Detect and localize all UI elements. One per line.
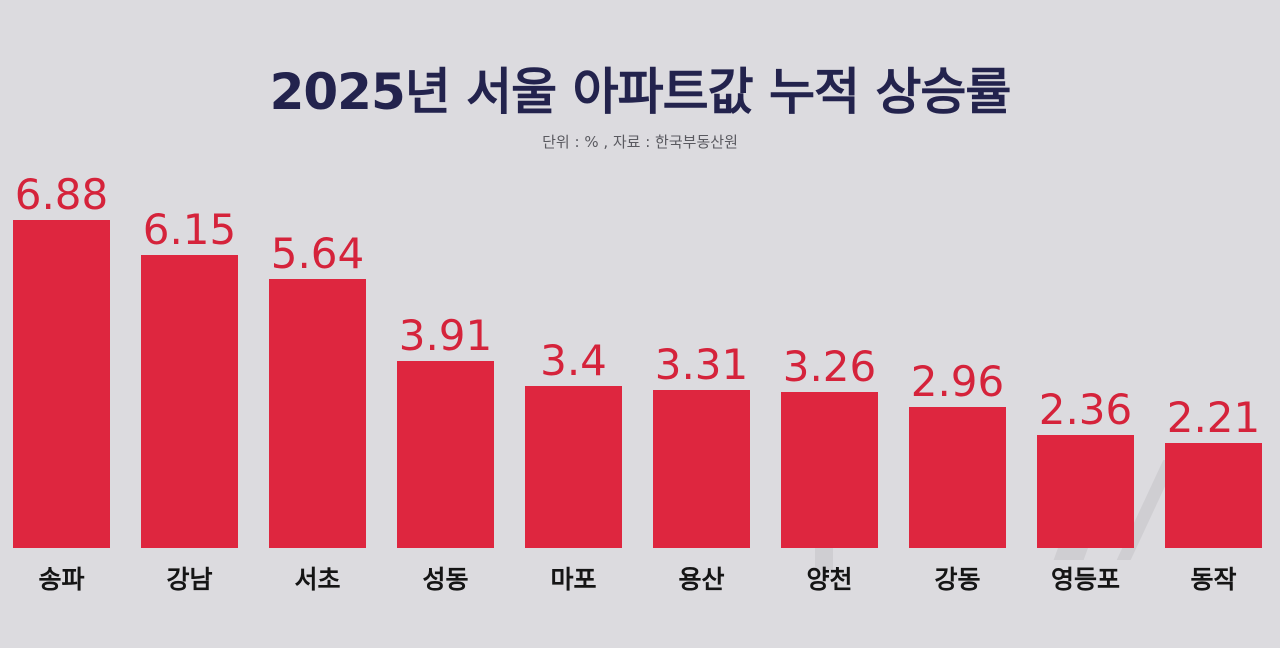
bar-value-label: 2.21: [1166, 392, 1261, 442]
bar: [1165, 442, 1262, 548]
bar-value-label: 5.64: [270, 228, 365, 278]
bar-value-label: 2.96: [910, 356, 1005, 406]
bar: [141, 254, 238, 548]
bar: [13, 219, 110, 548]
bar: [909, 406, 1006, 548]
bar-value-label: 6.88: [14, 169, 109, 219]
bar-value-label: 3.91: [398, 311, 493, 361]
bar-value-label: 3.31: [654, 340, 749, 390]
chart-subtitle: 단위 : % , 자료 : 한국부동산원: [542, 133, 738, 151]
bar: [269, 278, 366, 548]
bar: [1037, 435, 1134, 548]
category-label: 송파: [38, 565, 85, 594]
bar-value-label: 6.15: [142, 204, 237, 254]
category-label: 강동: [934, 565, 981, 594]
bar-value-label: 2.36: [1038, 385, 1133, 435]
category-label: 마포: [550, 565, 597, 594]
category-label: 용산: [678, 565, 725, 594]
category-label: 동작: [1190, 565, 1237, 594]
bar: [781, 392, 878, 548]
bar: [653, 390, 750, 548]
category-label: 서초: [294, 565, 341, 594]
chart-title: 2025년 서울 아파트값 누적 상승률: [269, 63, 1012, 121]
category-label: 영등포: [1050, 565, 1120, 594]
category-label: 양천: [806, 565, 853, 594]
category-label: 강남: [166, 565, 213, 594]
bar-value-label: 3.26: [782, 342, 877, 392]
bar: [525, 385, 622, 548]
category-label: 성동: [422, 565, 469, 594]
bar-value-label: 3.4: [540, 335, 607, 385]
bar: [397, 361, 494, 548]
